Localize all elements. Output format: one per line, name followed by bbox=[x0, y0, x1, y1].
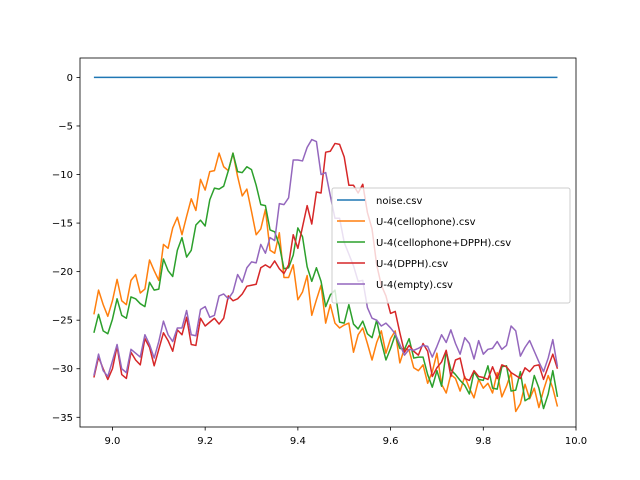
x-tick-label: 9.2 bbox=[197, 436, 213, 447]
x-tick-label: 9.6 bbox=[383, 436, 399, 447]
y-tick-label: −30 bbox=[52, 364, 73, 375]
series-line-3 bbox=[93, 142, 559, 382]
legend-label: U-4(cellophone).csv bbox=[376, 217, 476, 228]
series-line-4 bbox=[93, 138, 559, 378]
x-tick-label: 9.8 bbox=[475, 436, 491, 447]
legend-label: U-4(cellophone+DPPH).csv bbox=[376, 238, 511, 249]
y-axis: 0 −5 −10 −15 −20 −25 −30 −35 bbox=[52, 73, 80, 424]
legend-label: U-4(DPPH).csv bbox=[376, 259, 448, 270]
y-tick-label: −15 bbox=[52, 219, 73, 230]
legend-label: noise.csv bbox=[376, 196, 422, 207]
series-line-2 bbox=[93, 152, 559, 410]
y-tick-label: −20 bbox=[52, 267, 73, 278]
y-tick-label: −10 bbox=[52, 170, 73, 181]
x-axis: 9.0 9.2 9.4 9.6 9.8 10.0 bbox=[104, 427, 587, 447]
y-tick-label: −5 bbox=[58, 121, 73, 132]
axes-frame bbox=[79, 57, 577, 428]
y-tick-label: −25 bbox=[52, 316, 73, 327]
y-tick-label: −35 bbox=[52, 413, 73, 424]
x-tick-label: 9.0 bbox=[104, 436, 120, 447]
series-line-1 bbox=[93, 152, 559, 413]
x-tick-label: 10.0 bbox=[565, 436, 587, 447]
y-tick-label: 0 bbox=[67, 73, 73, 84]
legend-label: U-4(empty).csv bbox=[376, 280, 453, 291]
legend: noise.csv U-4(cellophone).csv U-4(cellopho… bbox=[331, 187, 571, 304]
x-tick-label: 9.4 bbox=[290, 436, 306, 447]
legend-box bbox=[331, 187, 571, 304]
plot-area bbox=[93, 76, 559, 413]
